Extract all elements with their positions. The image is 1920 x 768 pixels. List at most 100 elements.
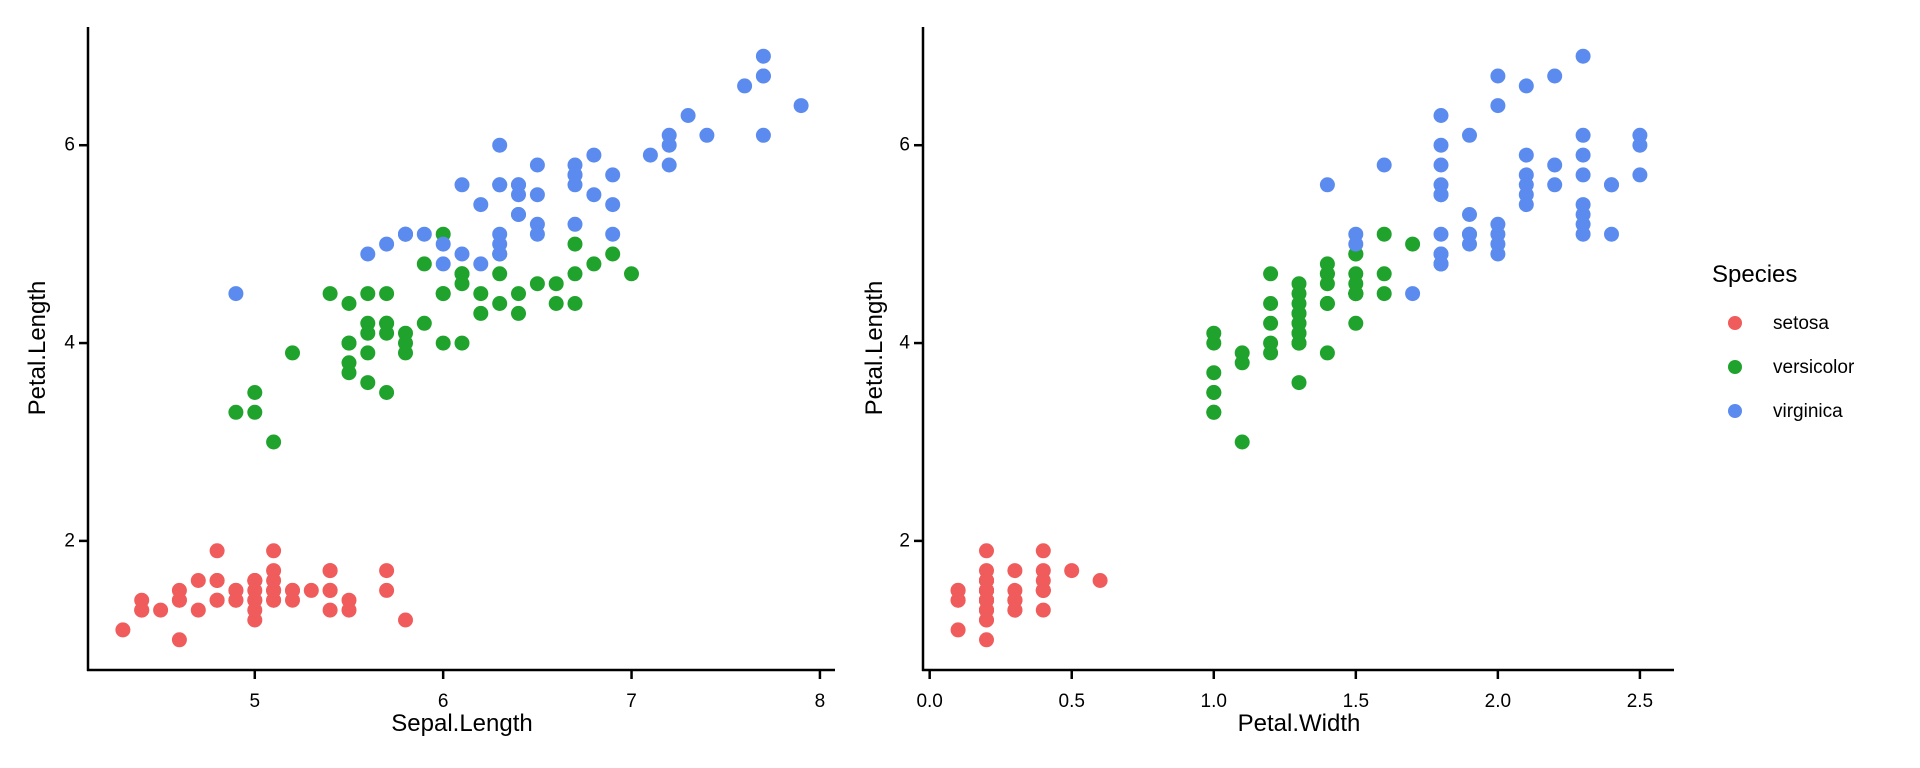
data-point: [247, 573, 263, 588]
data-point: [379, 582, 395, 598]
data-point: [737, 78, 753, 94]
data-point: [529, 157, 545, 173]
data-point: [548, 296, 564, 311]
data-point: [190, 602, 206, 618]
setosa-dot-icon: [1728, 316, 1742, 330]
data-point: [1518, 177, 1534, 193]
legend-title: Species: [1712, 261, 1798, 288]
data-point: [567, 216, 583, 232]
data-point: [322, 582, 338, 598]
legend-item-versicolor: versicolor: [1712, 345, 1854, 389]
data-point: [511, 207, 526, 222]
data-point: [1433, 157, 1449, 173]
data-point: [1632, 167, 1648, 183]
data-point: [341, 365, 357, 381]
data-point: [473, 305, 489, 321]
data-point: [1604, 226, 1619, 242]
data-point: [793, 98, 809, 114]
panel0-x-tick-label: 7: [626, 691, 637, 712]
data-point: [266, 434, 282, 450]
legend-label-virginica: virginica: [1773, 400, 1843, 422]
data-point: [567, 236, 583, 252]
data-point: [228, 592, 244, 608]
data-point: [1433, 226, 1449, 242]
data-point: [341, 602, 357, 618]
data-point: [1490, 98, 1506, 114]
data-point: [360, 345, 376, 361]
panel0-points-virginica: [228, 48, 809, 302]
data-point: [605, 197, 621, 213]
data-point: [379, 563, 395, 579]
data-point: [1348, 266, 1364, 282]
panel1-x-tick-label: 1.0: [1200, 691, 1227, 712]
data-point: [435, 335, 451, 351]
legend: Species setosa versicolor virginica: [1712, 261, 1854, 433]
data-point: [153, 602, 169, 618]
data-point: [1064, 563, 1080, 579]
panel0-y-tick-label: 2: [64, 530, 75, 552]
data-point: [1206, 325, 1222, 341]
data-point: [755, 68, 771, 84]
data-point: [492, 137, 508, 153]
panel0-y-tick-label: 6: [64, 134, 75, 156]
data-point: [435, 236, 451, 252]
data-point: [247, 404, 263, 420]
data-point: [228, 404, 244, 420]
data-point: [755, 48, 771, 64]
data-point: [454, 246, 470, 262]
data-point: [1319, 296, 1335, 311]
panel0-x-tick-label: 5: [249, 691, 261, 712]
data-point: [247, 385, 263, 400]
data-point: [435, 256, 451, 272]
data-point: [1092, 573, 1108, 588]
data-point: [1547, 177, 1563, 193]
data-point: [1206, 385, 1222, 400]
panel0-points-setosa: [115, 543, 413, 648]
panel1-x-tick-label: 0.5: [1058, 691, 1085, 712]
data-point: [1490, 246, 1506, 262]
data-point: [699, 127, 715, 143]
data-point: [1575, 167, 1591, 183]
data-point: [1348, 226, 1364, 242]
data-point: [247, 592, 263, 608]
legend-items: setosa versicolor virginica: [1712, 301, 1854, 433]
data-point: [1234, 434, 1250, 450]
panel0-x-tick-label: 6: [437, 691, 449, 712]
data-point: [1376, 266, 1392, 282]
data-point: [511, 187, 526, 203]
data-point: [266, 543, 282, 559]
data-point: [379, 385, 395, 400]
panel1-y-tick-label: 2: [899, 530, 910, 552]
legend-item-virginica: virginica: [1712, 389, 1854, 433]
panel1-x-tick-label: 0.0: [916, 691, 943, 712]
data-point: [1518, 197, 1534, 213]
data-point: [379, 286, 395, 302]
data-point: [209, 543, 225, 559]
data-point: [228, 286, 244, 302]
data-point: [379, 325, 395, 341]
data-point: [360, 315, 376, 331]
data-point: [379, 236, 395, 252]
data-point: [1518, 147, 1534, 163]
data-point: [190, 573, 206, 588]
data-point: [454, 177, 470, 193]
data-point: [1575, 216, 1591, 232]
data-point: [473, 286, 489, 302]
data-point: [529, 187, 545, 203]
data-point: [492, 266, 508, 282]
data-point: [1291, 375, 1307, 391]
data-point: [1575, 147, 1591, 163]
data-point: [341, 296, 357, 311]
data-point: [1291, 325, 1307, 341]
data-point: [979, 632, 994, 648]
data-point: [416, 315, 432, 331]
data-point: [1547, 157, 1563, 173]
legend-item-setosa: setosa: [1712, 301, 1854, 345]
data-point: [1263, 296, 1279, 311]
panel1-x-tick-label: 1.5: [1342, 691, 1370, 712]
data-point: [322, 563, 338, 579]
data-point: [586, 147, 602, 163]
data-point: [1518, 78, 1534, 94]
data-point: [755, 127, 771, 143]
data-point: [360, 375, 376, 391]
